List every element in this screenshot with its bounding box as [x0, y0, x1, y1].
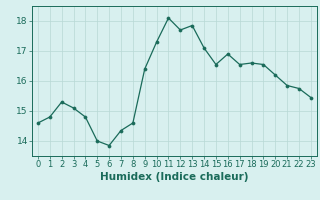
X-axis label: Humidex (Indice chaleur): Humidex (Indice chaleur)	[100, 172, 249, 182]
